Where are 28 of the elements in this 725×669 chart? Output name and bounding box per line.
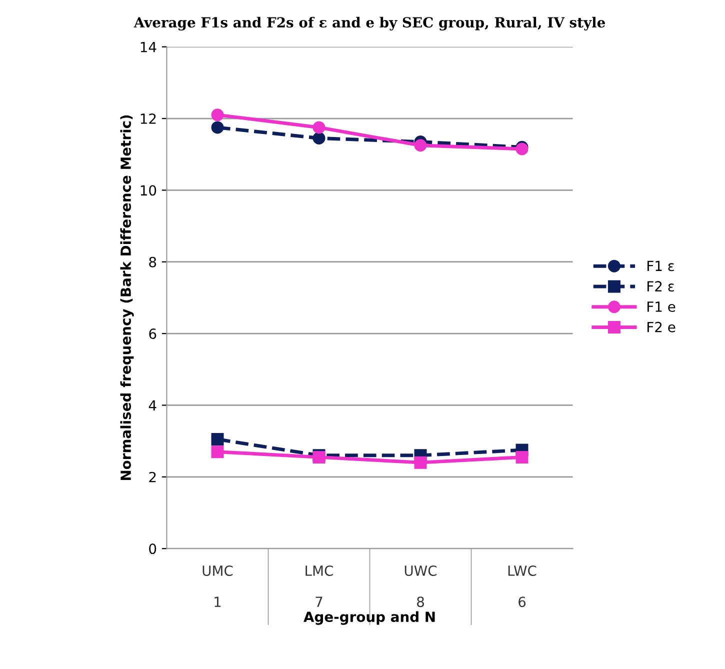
point	[312, 121, 326, 134]
chart-title: Average F1s and F2s of ɛ and e by SEC group, Rural, IV style	[134, 16, 606, 30]
legend-label: F1 ɛ	[648, 260, 674, 272]
y-axis-title: Normalised frequency (Bark Difference Metric)	[120, 115, 134, 480]
category-label: LWC 6	[508, 565, 536, 608]
point	[211, 446, 224, 458]
x-axis-title: Age-group and N	[304, 611, 435, 625]
y-tick-label: 6	[149, 328, 156, 340]
category-label: LMC 7	[306, 565, 333, 607]
point	[414, 139, 427, 152]
category-label: UWC 8	[404, 565, 437, 608]
y-tick-label: 4	[148, 400, 156, 410]
point	[211, 433, 224, 446]
category-label: UMC 1	[202, 565, 233, 607]
point	[211, 108, 224, 122]
legend-label: F2 e	[648, 322, 676, 332]
y-tick-label: 12	[140, 113, 156, 124]
legend-label: F2 ɛ	[648, 281, 674, 292]
y-tick-label: 10	[140, 185, 156, 196]
y-tick-label: 14	[140, 42, 156, 52]
legend-label: F1 e	[648, 302, 676, 312]
point	[414, 456, 427, 469]
point	[211, 121, 224, 134]
point	[312, 132, 326, 144]
y-tick-label: 2	[149, 472, 156, 482]
point	[516, 450, 528, 464]
y-tick-label: 0	[149, 544, 156, 554]
y-tick-label: 8	[149, 256, 156, 268]
